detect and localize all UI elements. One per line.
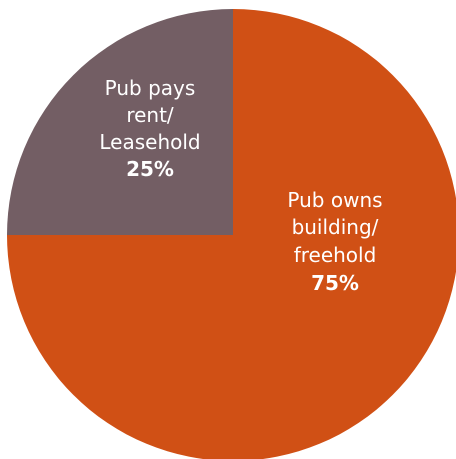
slice-label-leasehold-line-1: Pub pays [105,76,196,100]
slice-label-leasehold-line-3: Leasehold [99,130,200,154]
slice-label-freehold-line-1: Pub owns [287,188,382,212]
slice-label-leasehold-line-2: rent/ [126,103,174,127]
slice-value-leasehold: 25% [126,157,174,181]
pie-slices [7,9,456,459]
pie-labels: Pub pays rent/ Leasehold 25% Pub owns bu… [99,76,382,295]
pie-slice-leasehold [7,9,233,235]
slice-value-freehold: 75% [311,271,359,295]
slice-label-freehold-line-2: building/ [292,215,379,239]
pie-slice-freehold [7,9,456,459]
slice-label-freehold-line-3: freehold [294,243,377,267]
